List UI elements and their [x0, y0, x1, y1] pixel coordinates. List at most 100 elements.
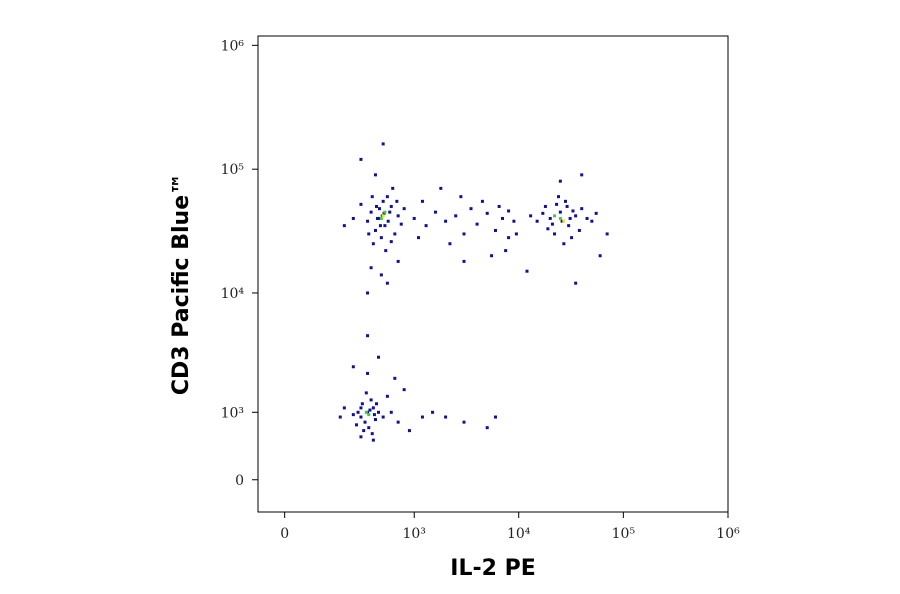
event-dot: [359, 157, 363, 161]
event-dot: [553, 214, 557, 218]
event-dot: [359, 435, 363, 439]
event-dot: [462, 232, 466, 236]
x-tick-label: 10⁵: [612, 526, 636, 542]
event-dot: [355, 423, 359, 427]
x-axis-title: IL-2 PE: [450, 556, 535, 581]
event-dot: [497, 204, 501, 208]
event-dot: [377, 410, 381, 414]
event-dot: [351, 365, 355, 369]
event-dot: [359, 415, 363, 419]
event-dot: [375, 402, 379, 406]
event-dot: [366, 371, 370, 375]
event-dot: [342, 224, 346, 228]
event-dot: [371, 406, 375, 410]
event-dot: [389, 204, 393, 208]
event-dot: [367, 426, 371, 430]
event-dot: [366, 219, 370, 223]
event-dot: [359, 202, 363, 206]
event-dot: [402, 207, 406, 211]
event-dot: [379, 216, 383, 220]
event-dot: [507, 236, 511, 240]
event-dot: [568, 216, 572, 220]
event-dot: [490, 254, 494, 258]
event-dot: [556, 195, 560, 199]
event-dot: [407, 429, 411, 433]
event-dot: [371, 438, 375, 442]
event-dot: [370, 432, 374, 436]
event-dot: [364, 391, 368, 395]
event-dot: [541, 211, 545, 215]
event-dot: [558, 210, 562, 214]
event-dot: [367, 413, 371, 417]
event-dot: [389, 240, 393, 244]
event-dot: [360, 402, 364, 406]
event-dot: [396, 420, 400, 424]
event-dot: [399, 222, 403, 226]
event-dot: [372, 413, 376, 417]
event-dot: [571, 209, 575, 213]
event-dot: [462, 420, 466, 424]
event-dot: [370, 195, 374, 199]
event-dot: [386, 219, 390, 223]
event-dot: [396, 259, 400, 263]
event-dot: [558, 216, 562, 220]
event-dot: [580, 173, 584, 177]
event-dot: [420, 415, 424, 419]
event-dot: [577, 228, 581, 232]
event-dot: [395, 199, 399, 203]
x-tick-label: 10³: [402, 526, 425, 542]
event-dot: [433, 210, 437, 214]
event-dot: [373, 173, 377, 177]
event-dot: [565, 204, 569, 208]
event-dot: [448, 242, 452, 246]
event-dot: [546, 227, 550, 231]
event-dot: [376, 216, 380, 220]
event-dot: [402, 388, 406, 392]
event-dot: [363, 420, 367, 424]
event-dot: [381, 142, 385, 146]
event-dot: [535, 219, 539, 223]
event-dot: [384, 249, 388, 253]
event-dot: [480, 199, 484, 203]
event-dot: [444, 415, 448, 419]
event-dot: [373, 418, 377, 422]
event-dot: [469, 207, 473, 211]
y-tick-label: 10³: [221, 405, 244, 421]
event-dot: [558, 179, 562, 183]
event-dot: [388, 210, 392, 214]
event-dot: [381, 415, 385, 419]
event-dot: [379, 236, 383, 240]
event-dot: [378, 224, 382, 228]
event-dot: [590, 219, 594, 223]
event-dot: [562, 242, 566, 246]
event-dot: [385, 195, 389, 199]
event-dot: [356, 410, 360, 414]
event-dot: [493, 228, 497, 232]
event-dot: [493, 415, 497, 419]
event-dot: [359, 406, 363, 410]
event-dot: [383, 224, 387, 228]
event-dot: [367, 232, 371, 236]
event-dot: [424, 224, 428, 228]
event-dot: [485, 211, 489, 215]
event-dot: [548, 216, 552, 220]
y-tick-label: 10⁴: [221, 286, 245, 302]
y-tick-label: 10⁵: [221, 162, 245, 178]
event-dot: [485, 426, 489, 430]
event-dot: [342, 406, 346, 410]
event-dot: [417, 236, 421, 240]
event-dot: [389, 410, 393, 414]
event-dot: [507, 209, 511, 213]
event-dot: [560, 219, 564, 223]
event-dot: [338, 415, 342, 419]
event-dot: [444, 219, 448, 223]
event-dot: [585, 216, 589, 220]
event-dot: [379, 273, 383, 277]
event-dot: [553, 232, 557, 236]
event-dot: [567, 224, 571, 228]
y-tick-label: 10⁶: [221, 38, 245, 54]
y-tick-label: 0: [235, 473, 244, 489]
event-dot: [598, 254, 602, 258]
